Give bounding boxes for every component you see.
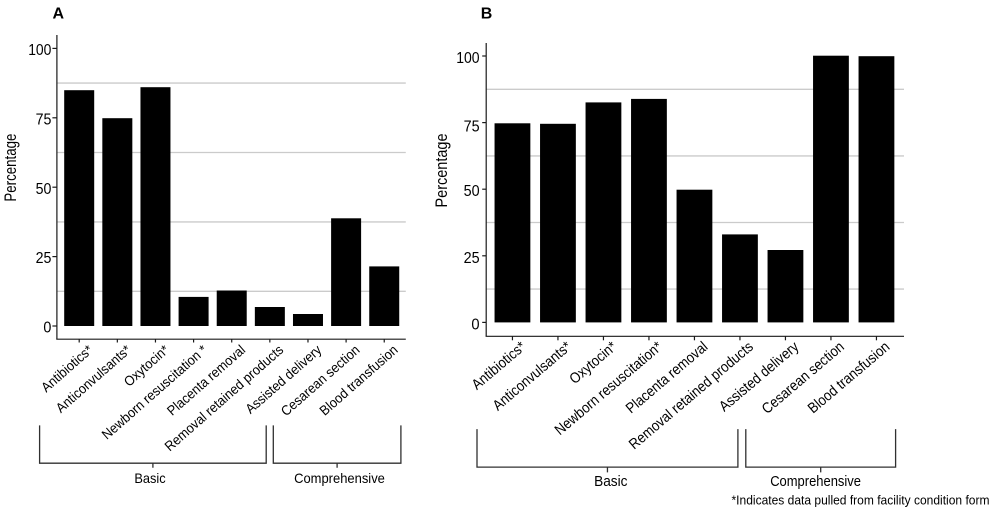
svg-text:Comprehensive: Comprehensive xyxy=(770,474,861,490)
svg-text:75: 75 xyxy=(464,119,480,136)
svg-text:Basic: Basic xyxy=(594,474,627,490)
svg-text:Basic: Basic xyxy=(134,470,165,486)
svg-text:0: 0 xyxy=(43,320,51,337)
svg-text:*Indicates data pulled from fa: *Indicates data pulled from facility con… xyxy=(732,493,990,508)
svg-text:50: 50 xyxy=(36,181,52,198)
svg-text:75: 75 xyxy=(36,111,52,128)
svg-text:100: 100 xyxy=(28,42,51,59)
svg-text:25: 25 xyxy=(36,250,52,267)
svg-text:B: B xyxy=(481,5,493,22)
svg-text:100: 100 xyxy=(456,50,480,67)
svg-text:0: 0 xyxy=(471,316,479,333)
svg-text:Percentage: Percentage xyxy=(2,134,20,202)
svg-text:50: 50 xyxy=(464,183,480,200)
svg-text:Comprehensive: Comprehensive xyxy=(294,470,385,486)
svg-text:25: 25 xyxy=(464,250,480,267)
svg-text:Percentage: Percentage xyxy=(433,134,451,208)
svg-text:A: A xyxy=(53,6,65,23)
